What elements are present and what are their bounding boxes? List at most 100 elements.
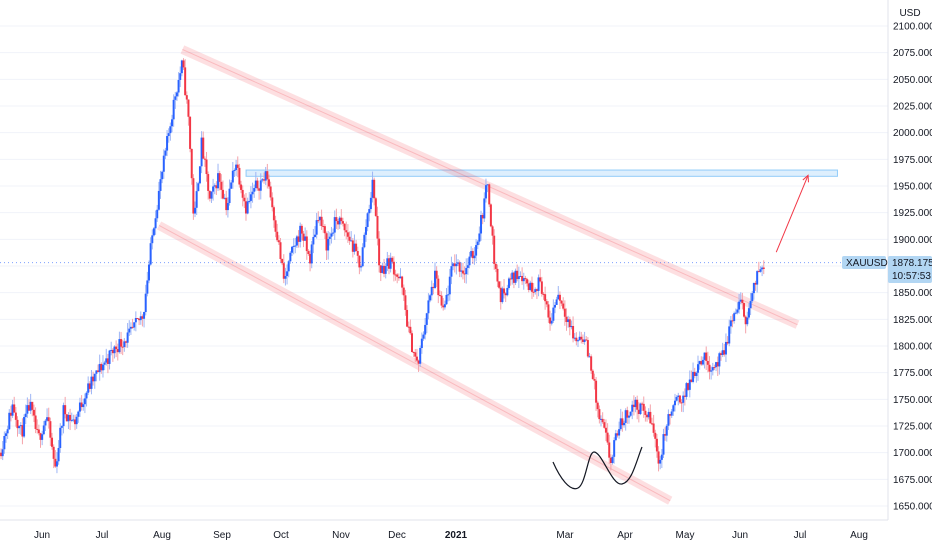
price-tick-label: 1700.000 — [893, 448, 932, 459]
candle-body — [572, 325, 575, 339]
candle-body — [138, 318, 141, 321]
candle-body — [39, 433, 42, 440]
candle-body — [185, 95, 188, 100]
candle-body — [381, 265, 384, 273]
projection-arrow[interactable] — [775, 175, 809, 253]
price-tick-label: 1850.000 — [893, 288, 932, 299]
last-price-tag: XAUUSD 1878.175 10:57:53 — [842, 256, 932, 283]
candle-body — [16, 419, 19, 429]
candle-body — [647, 411, 650, 418]
candle-body — [327, 238, 330, 251]
candle-body — [14, 412, 17, 420]
candle-body — [499, 287, 502, 303]
candle-body — [700, 361, 703, 365]
candle-body — [333, 217, 336, 233]
candle-body — [228, 188, 231, 204]
candle-body — [147, 264, 150, 281]
candle-body — [570, 325, 573, 328]
candle-body — [320, 216, 323, 227]
candle-body — [631, 404, 634, 412]
candle-body — [655, 438, 658, 452]
resistance-zone[interactable] — [245, 169, 838, 177]
candle-body — [249, 194, 252, 201]
candle-body — [455, 263, 458, 267]
candle-body — [498, 281, 501, 288]
candle-body — [212, 186, 215, 192]
candle-body — [609, 457, 612, 463]
candle-body — [351, 240, 354, 252]
candle-body — [545, 301, 548, 305]
candle-body — [445, 294, 448, 305]
candle-body — [606, 432, 609, 443]
candle-body — [290, 246, 293, 253]
candle-body — [537, 277, 540, 291]
candle-body — [696, 364, 699, 373]
candle-body — [60, 426, 63, 428]
candle-body — [29, 401, 32, 411]
candle-body — [687, 383, 690, 390]
candle-body — [494, 263, 497, 269]
candle-body — [162, 155, 165, 172]
candle-body — [649, 411, 652, 424]
candle-body — [549, 317, 552, 324]
candle-body — [90, 376, 93, 389]
candle-body — [123, 341, 126, 347]
candle-body — [621, 418, 624, 426]
candle-body — [174, 96, 177, 100]
candle-body — [526, 279, 529, 284]
candle-body — [522, 278, 525, 282]
candle-body — [519, 275, 522, 277]
candle-body — [279, 242, 282, 259]
price-tick-label: 1950.000 — [893, 182, 932, 193]
candle-body — [424, 324, 427, 335]
candle-body — [731, 320, 734, 322]
candle-body — [3, 436, 6, 450]
candle-body — [374, 198, 377, 216]
candle-body — [762, 267, 765, 269]
candle-body — [642, 403, 645, 411]
candle-body — [62, 405, 65, 427]
candle-body — [80, 402, 83, 408]
candle-body — [259, 180, 262, 191]
double-bottom-curve[interactable] — [552, 446, 643, 490]
candle-body — [567, 319, 570, 322]
candle-body — [577, 340, 580, 342]
candle-body — [128, 328, 131, 333]
time-tick-label: Aug — [850, 530, 868, 541]
candle-body — [205, 159, 208, 175]
time-tick-label: May — [676, 530, 695, 541]
candle-body — [534, 289, 537, 293]
candle-body — [190, 148, 193, 179]
candle-body — [337, 221, 340, 225]
candle-body — [156, 209, 159, 219]
candle-body — [129, 326, 132, 329]
candle-body — [644, 410, 647, 415]
candle-body — [335, 217, 338, 222]
candle-body — [678, 395, 681, 403]
candle-body — [269, 186, 272, 198]
candle-body — [59, 427, 62, 448]
overlay-drawings[interactable] — [0, 174, 888, 490]
candle-body — [305, 236, 308, 252]
candle-body — [578, 336, 581, 341]
channel-lower-line[interactable] — [156, 221, 673, 505]
candle-body — [98, 363, 101, 373]
time-axis[interactable]: Jun Jul Aug Sep Oct Nov Dec 2021 Mar Apr May Jun Jul… — [34, 530, 868, 541]
candle-body — [761, 267, 764, 270]
price-tick-label: 2075.000 — [893, 48, 932, 59]
candle-body — [72, 419, 75, 421]
candle-body — [85, 392, 88, 399]
candle-body — [716, 362, 719, 367]
price-tick-label: 2100.000 — [893, 22, 932, 33]
candle-body — [161, 171, 164, 180]
candle-body — [213, 185, 216, 187]
candle-body — [580, 336, 583, 340]
candle-body — [276, 231, 279, 241]
candle-body — [688, 379, 691, 390]
candle-body — [383, 265, 386, 274]
candle-body — [550, 320, 553, 324]
candle-body — [470, 251, 473, 257]
candle-body — [613, 440, 616, 457]
candle-body — [103, 362, 106, 365]
